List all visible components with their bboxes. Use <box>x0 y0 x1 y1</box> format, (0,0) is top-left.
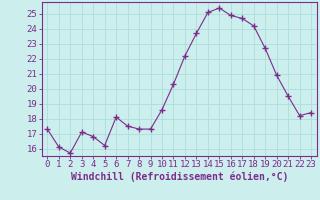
X-axis label: Windchill (Refroidissement éolien,°C): Windchill (Refroidissement éolien,°C) <box>70 172 288 182</box>
